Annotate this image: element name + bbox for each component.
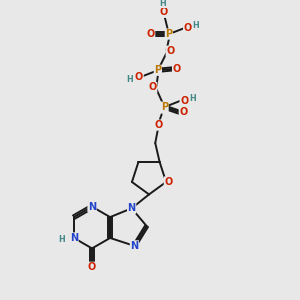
Text: O: O bbox=[148, 82, 157, 92]
Text: O: O bbox=[166, 46, 174, 56]
Text: H: H bbox=[126, 74, 133, 83]
Text: O: O bbox=[164, 177, 172, 187]
Text: O: O bbox=[146, 29, 155, 39]
Text: O: O bbox=[154, 120, 162, 130]
Text: N: N bbox=[130, 241, 138, 251]
Text: H: H bbox=[189, 94, 196, 103]
Text: O: O bbox=[88, 262, 96, 272]
Text: O: O bbox=[172, 64, 181, 74]
Text: N: N bbox=[128, 203, 136, 213]
Text: N: N bbox=[70, 233, 78, 243]
Text: O: O bbox=[180, 96, 188, 106]
Text: O: O bbox=[179, 107, 188, 117]
Text: O: O bbox=[184, 23, 192, 33]
Text: H: H bbox=[160, 0, 167, 8]
Text: P: P bbox=[165, 29, 172, 39]
Text: H: H bbox=[58, 235, 65, 244]
Text: O: O bbox=[160, 7, 168, 17]
Text: H: H bbox=[193, 21, 200, 30]
Text: O: O bbox=[135, 72, 143, 82]
Text: P: P bbox=[154, 65, 161, 75]
Text: P: P bbox=[161, 102, 168, 112]
Text: N: N bbox=[88, 202, 96, 212]
